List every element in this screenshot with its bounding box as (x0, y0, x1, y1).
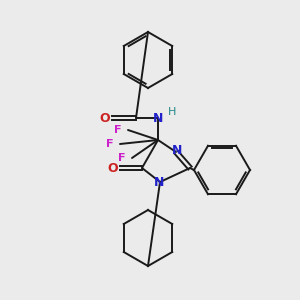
Text: N: N (154, 176, 164, 190)
Text: F: F (114, 125, 122, 135)
Text: H: H (168, 107, 176, 117)
Text: F: F (106, 139, 114, 149)
Text: N: N (153, 112, 163, 124)
Text: F: F (118, 153, 126, 163)
Text: O: O (108, 161, 118, 175)
Text: O: O (100, 112, 110, 124)
Text: N: N (172, 145, 182, 158)
